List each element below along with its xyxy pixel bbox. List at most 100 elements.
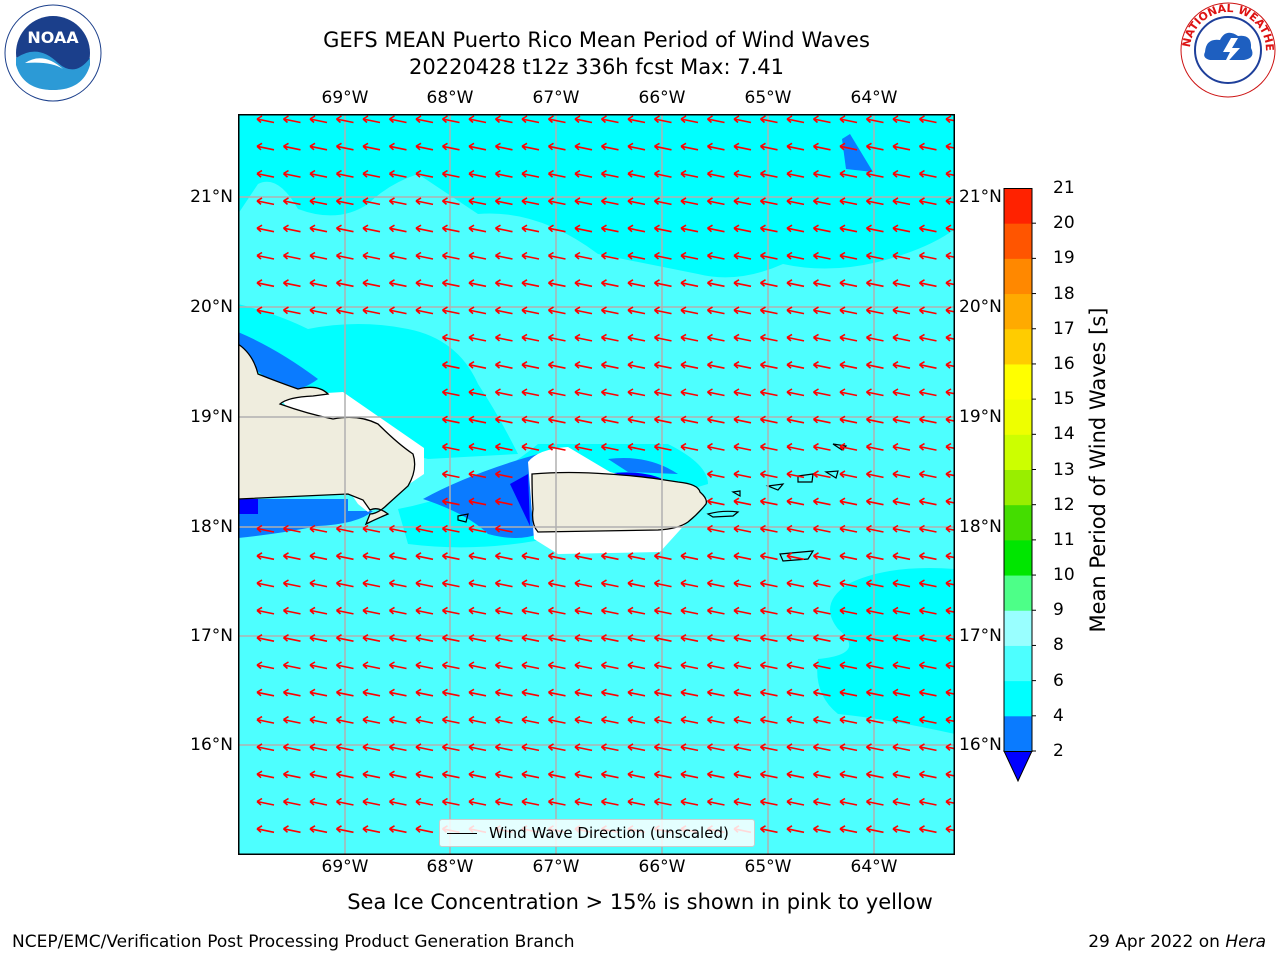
- wind-wave-arrow: [839, 115, 858, 124]
- wind-wave-arrow: [521, 770, 540, 779]
- wind-wave-arrow: [309, 251, 328, 260]
- wind-wave-arrow: [282, 142, 301, 151]
- wind-wave-arrow: [706, 169, 725, 178]
- wind-wave-arrow: [521, 197, 540, 206]
- wind-wave-arrow: [282, 224, 301, 233]
- wind-wave-arrow: [680, 224, 699, 233]
- footer-credit: NCEP/EMC/Verification Post Processing Pr…: [12, 932, 575, 952]
- wind-wave-arrow: [918, 279, 937, 288]
- wind-wave-arrow: [759, 142, 778, 151]
- wind-wave-arrow: [706, 415, 725, 424]
- wind-wave-arrow: [680, 251, 699, 260]
- wind-wave-arrow: [918, 579, 937, 588]
- wind-wave-arrow: [468, 415, 487, 424]
- wind-wave-arrow: [547, 169, 566, 178]
- lat-label-right: 20°N: [959, 297, 1002, 317]
- wind-wave-arrow: [441, 361, 460, 369]
- wind-wave-arrow: [335, 279, 354, 288]
- wind-wave-arrow: [627, 142, 646, 151]
- wind-wave-arrow: [441, 497, 460, 506]
- wind-wave-arrow: [574, 115, 593, 124]
- wind-wave-arrow: [733, 415, 752, 424]
- wave-period-field-4-6-north: [238, 114, 955, 278]
- wind-wave-arrow: [600, 333, 619, 342]
- chart-subtitle: 20220428 t12z 336h fcst Max: 7.41: [409, 55, 784, 79]
- wind-wave-arrow: [441, 688, 460, 697]
- wind-wave-arrow: [468, 579, 487, 588]
- wind-wave-arrow: [812, 661, 831, 670]
- wind-wave-arrow: [521, 606, 540, 615]
- wind-wave-arrow: [892, 333, 911, 342]
- map-frame: [238, 114, 955, 855]
- wind-wave-arrow: [574, 743, 593, 752]
- wind-wave-arrow: [759, 115, 778, 124]
- wind-wave-arrow: [547, 415, 566, 424]
- wind-wave-arrow: [786, 361, 805, 369]
- lon-label-bottom: 64°W: [850, 857, 898, 877]
- wind-wave-arrow: [812, 415, 831, 424]
- wind-wave-arrow: [309, 634, 328, 642]
- wind-wave-arrow: [918, 661, 937, 670]
- wind-wave-arrow: [441, 442, 460, 451]
- wind-wave-arrow: [812, 142, 831, 151]
- lon-label-top: 64°W: [850, 88, 898, 108]
- wind-wave-arrow: [547, 115, 566, 124]
- wind-wave-arrow: [627, 279, 646, 288]
- wind-wave-arrow: [627, 579, 646, 588]
- wind-wave-arrow: [468, 688, 487, 697]
- wind-wave-arrow: [653, 606, 672, 615]
- wind-wave-arrow: [521, 361, 540, 369]
- wind-wave-arrow: [812, 333, 831, 342]
- wind-wave-arrow: [282, 715, 301, 724]
- wind-wave-arrow: [468, 361, 487, 369]
- wind-wave-arrow: [388, 197, 407, 206]
- wind-wave-arrow: [839, 552, 858, 561]
- wind-wave-arrow: [839, 770, 858, 779]
- wind-wave-arrow: [600, 224, 619, 233]
- wind-wave-arrow: [839, 825, 858, 834]
- wind-wave-arrow: [918, 688, 937, 697]
- wind-wave-arrow: [362, 524, 381, 533]
- wind-wave-arrow: [892, 797, 911, 806]
- wind-wave-arrow: [812, 688, 831, 697]
- colorbar-tick-label: 10: [1053, 565, 1075, 586]
- wind-wave-arrow: [388, 606, 407, 615]
- wind-wave-arrow: [574, 552, 593, 561]
- wind-wave-arrow: [786, 169, 805, 178]
- wind-wave-arrow: [812, 797, 831, 806]
- wind-wave-arrow: [441, 524, 460, 533]
- lon-label-top: 67°W: [532, 88, 580, 108]
- wind-wave-arrow: [415, 661, 434, 670]
- wind-wave-arrow: [547, 743, 566, 752]
- wind-wave-arrow: [759, 634, 778, 642]
- wind-wave-arrow: [335, 224, 354, 233]
- wind-wave-arrow: [256, 524, 275, 533]
- wind-wave-arrow: [627, 169, 646, 178]
- wind-wave-arrow: [335, 797, 354, 806]
- wind-wave-arrow: [547, 197, 566, 206]
- wind-wave-arrow: [865, 224, 884, 233]
- wind-wave-arrow: [865, 524, 884, 533]
- wind-wave-arrow: [839, 524, 858, 533]
- wind-wave-arrow: [865, 770, 884, 779]
- wind-wave-arrow: [468, 524, 487, 533]
- wind-wave-arrow: [627, 442, 646, 451]
- lat-label-right: 19°N: [959, 407, 1002, 427]
- wave-period-field-below-2: [238, 499, 258, 514]
- colorbar-cell: [1004, 645, 1032, 682]
- lat-label-left: 20°N: [190, 297, 233, 317]
- wind-wave-arrow: [547, 579, 566, 588]
- wind-wave-arrow: [839, 197, 858, 206]
- wind-wave-arrow: [441, 743, 460, 752]
- wind-wave-arrow: [918, 552, 937, 561]
- wind-wave-arrow: [680, 743, 699, 752]
- wind-wave-arrow: [653, 442, 672, 451]
- wind-wave-arrow: [521, 279, 540, 288]
- wind-wave-arrow: [256, 197, 275, 206]
- wind-wave-arrow: [680, 279, 699, 288]
- wind-wave-arrow: [468, 442, 487, 451]
- wind-wave-arrow: [812, 606, 831, 615]
- wind-wave-arrow: [892, 552, 911, 561]
- wind-wave-arrow: [574, 415, 593, 424]
- wind-wave-arrow: [812, 169, 831, 178]
